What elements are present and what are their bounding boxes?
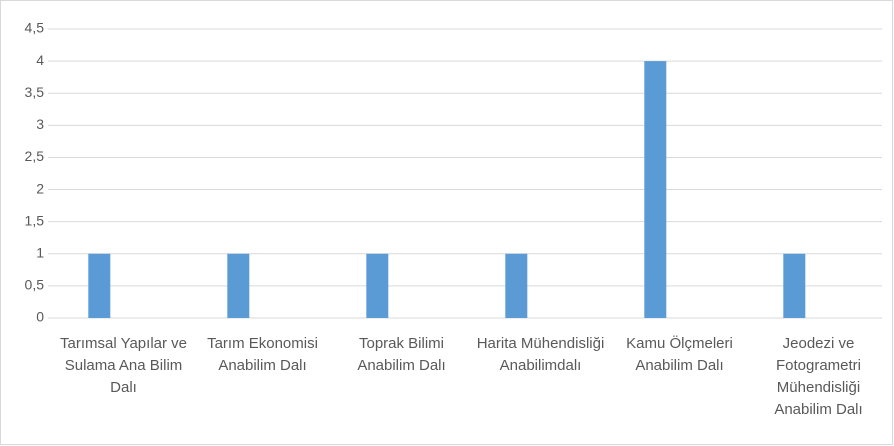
bar — [644, 61, 667, 318]
x-tick-label: Jeodezi ve Fotogrametri Mühendisliği Ana… — [774, 335, 863, 418]
y-tick-label: 3 — [36, 116, 44, 132]
bar — [783, 253, 806, 318]
bar — [227, 253, 250, 318]
y-tick-label: 0 — [36, 309, 44, 325]
y-tick-label: 4 — [36, 52, 44, 68]
x-tick-label: Toprak Bilimi Anabilim Dalı — [357, 335, 446, 374]
y-tick-label: 3,5 — [25, 84, 45, 100]
x-tick-label: Tarım Ekonomisi Anabilim Dalı — [207, 335, 318, 374]
bar — [505, 253, 528, 318]
y-tick-label: 2,5 — [25, 148, 45, 164]
bar — [88, 253, 111, 318]
x-tick-label: Harita Mühendisliği Anabilimdalı — [476, 335, 605, 374]
x-tick-label: Tarımsal Yapılar ve Sulama Ana Bilim Dal… — [60, 335, 187, 396]
x-tick-label: Kamu Ölçmeleri Anabilim Dalı — [626, 335, 733, 374]
y-tick-label: 2 — [36, 180, 44, 196]
y-tick-label: 1,5 — [25, 212, 45, 228]
y-tick-label: 1 — [36, 244, 44, 260]
bar — [366, 253, 389, 318]
y-tick-label: 0,5 — [25, 277, 45, 293]
y-tick-label: 4,5 — [25, 20, 45, 36]
